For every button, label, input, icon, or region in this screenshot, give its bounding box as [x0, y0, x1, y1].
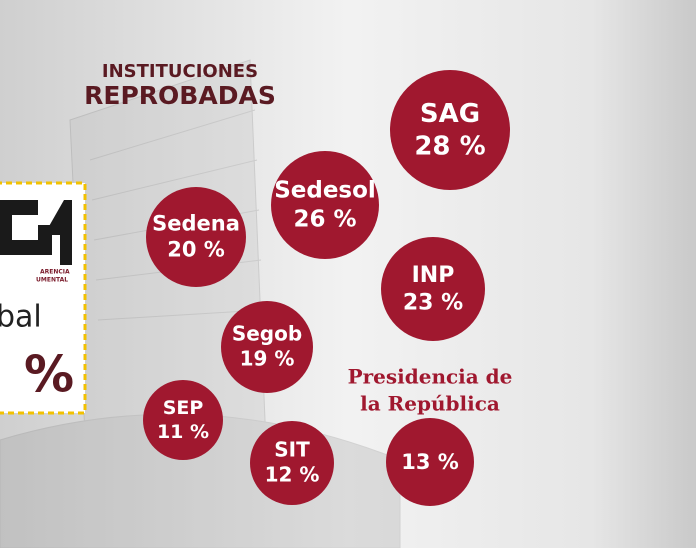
bubble [143, 380, 223, 460]
bubble [250, 421, 334, 505]
bubble [386, 418, 474, 506]
title-line: INSTITUCIONES [102, 61, 258, 82]
bubble [390, 70, 510, 190]
logo-text: UMENTAL [36, 277, 68, 284]
institution-name: Sedena [152, 211, 240, 235]
institution-value: 11 % [157, 421, 209, 443]
presidencia-label: la República [360, 392, 500, 416]
institution-name: Segob [232, 322, 302, 346]
side-panel: ARENCIA UMENTAL bal % [0, 181, 87, 415]
bubble [271, 151, 379, 259]
institution-value: 26 % [293, 206, 356, 232]
institution-name: INP [412, 263, 455, 288]
logo-mark [44, 200, 72, 265]
panel-value: % [24, 346, 74, 404]
logo-text: ARENCIA [40, 269, 70, 276]
institution-value: 28 % [414, 131, 485, 161]
institution-name: Sedesol [274, 178, 376, 204]
institution-value: 13 % [401, 450, 459, 474]
panel-label: bal [0, 300, 42, 335]
institution-value: 12 % [265, 463, 320, 487]
institution-value: 20 % [167, 238, 225, 262]
institution-value: 23 % [403, 290, 463, 315]
institution-name: SEP [163, 397, 204, 419]
bubble [221, 301, 313, 393]
bubble [146, 187, 246, 287]
title-line: REPROBADAS [84, 81, 276, 110]
institution-value: 19 % [240, 347, 295, 371]
institution-name: SAG [420, 99, 480, 129]
bubble [381, 237, 485, 341]
presidencia-label: Presidencia de [348, 365, 513, 389]
logo-mark [0, 200, 52, 255]
institution-name: SIT [274, 438, 310, 462]
